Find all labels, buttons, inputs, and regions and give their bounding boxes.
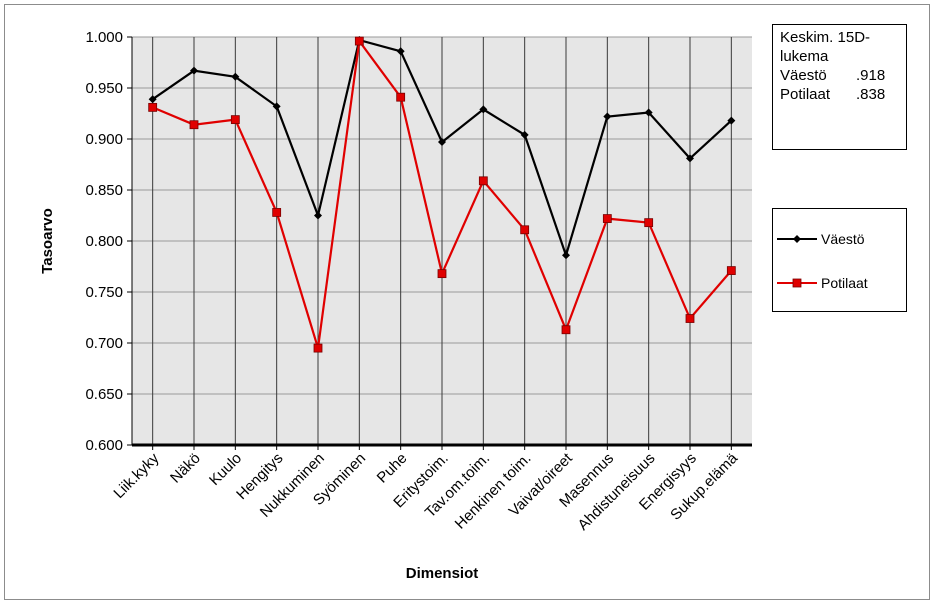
y-tick-label: 0.850 [85, 182, 123, 199]
data-point-vaesto [562, 251, 570, 260]
summary-box: Keskim. 15D- lukema Väestö .918 Potilaat… [772, 24, 907, 150]
data-point-potilaat [230, 115, 240, 125]
data-point-vaesto [148, 95, 157, 104]
summary-title-line1: Keskim. 15D- [780, 29, 871, 46]
data-point-potilaat [148, 102, 158, 112]
y-tick-label: 0.900 [85, 131, 123, 148]
data-point-vaesto [190, 66, 198, 75]
data-point-potilaat [602, 214, 612, 223]
y-tick-label: 0.650 [85, 386, 123, 403]
data-point-potilaat [561, 325, 571, 335]
y-tick-label: 0.750 [85, 284, 123, 301]
legend-label: Potilaat [821, 275, 868, 291]
data-point-potilaat [685, 314, 695, 323]
data-point-potilaat [726, 266, 736, 275]
legend: Väestö Potilaat [772, 208, 907, 312]
y-tick-label: 0.950 [85, 80, 123, 97]
data-point-vaesto [231, 72, 240, 81]
summary-value: .918 [856, 67, 886, 84]
data-point-potilaat [478, 176, 488, 186]
data-point-potilaat [520, 225, 530, 235]
data-point-potilaat [437, 269, 447, 279]
x-axis-title: Dimensiot [406, 565, 479, 582]
data-point-vaesto [438, 138, 446, 147]
x-tick-label: Puhe [374, 450, 411, 487]
data-point-vaesto [520, 130, 529, 139]
x-tick-label: Liik.kyky [110, 449, 162, 501]
summary-value: .838 [856, 86, 886, 103]
data-point-potilaat [644, 218, 654, 228]
data-point-vaesto [272, 102, 281, 111]
data-point-vaesto [603, 112, 612, 121]
y-tick-label: 0.800 [85, 233, 123, 250]
data-point-potilaat [189, 120, 199, 130]
y-tick-label: 0.600 [85, 437, 123, 454]
summary-label: Väestö [780, 67, 827, 84]
legend-swatch-potilaat [777, 278, 817, 288]
legend-item-vaesto: Väestö [773, 231, 865, 247]
data-point-vaesto [479, 105, 488, 114]
data-point-potilaat [313, 343, 323, 353]
legend-item-potilaat: Potilaat [773, 275, 868, 291]
y-tick-label: 0.700 [85, 335, 123, 352]
legend-swatch-vaesto [777, 235, 817, 243]
data-point-vaesto [727, 116, 736, 125]
data-point-potilaat [272, 208, 282, 217]
data-point-potilaat [354, 36, 364, 46]
summary-title-line2: lukema [780, 48, 829, 65]
data-point-vaesto [314, 211, 322, 220]
summary-row-vaesto: Väestö .918 [780, 66, 906, 85]
x-tick-label: Näkö [167, 450, 204, 487]
x-tick-label: Kuulo [206, 450, 245, 489]
y-axis-title: Tasoarvo [39, 208, 56, 274]
data-point-vaesto [396, 47, 405, 56]
y-tick-label: 1.000 [85, 29, 123, 46]
data-point-vaesto [644, 108, 653, 117]
summary-label: Potilaat [780, 86, 831, 103]
summary-row-potilaat: Potilaat .838 [780, 85, 906, 104]
data-point-vaesto [686, 154, 694, 163]
data-point-potilaat [396, 92, 406, 102]
legend-label: Väestö [821, 231, 865, 247]
